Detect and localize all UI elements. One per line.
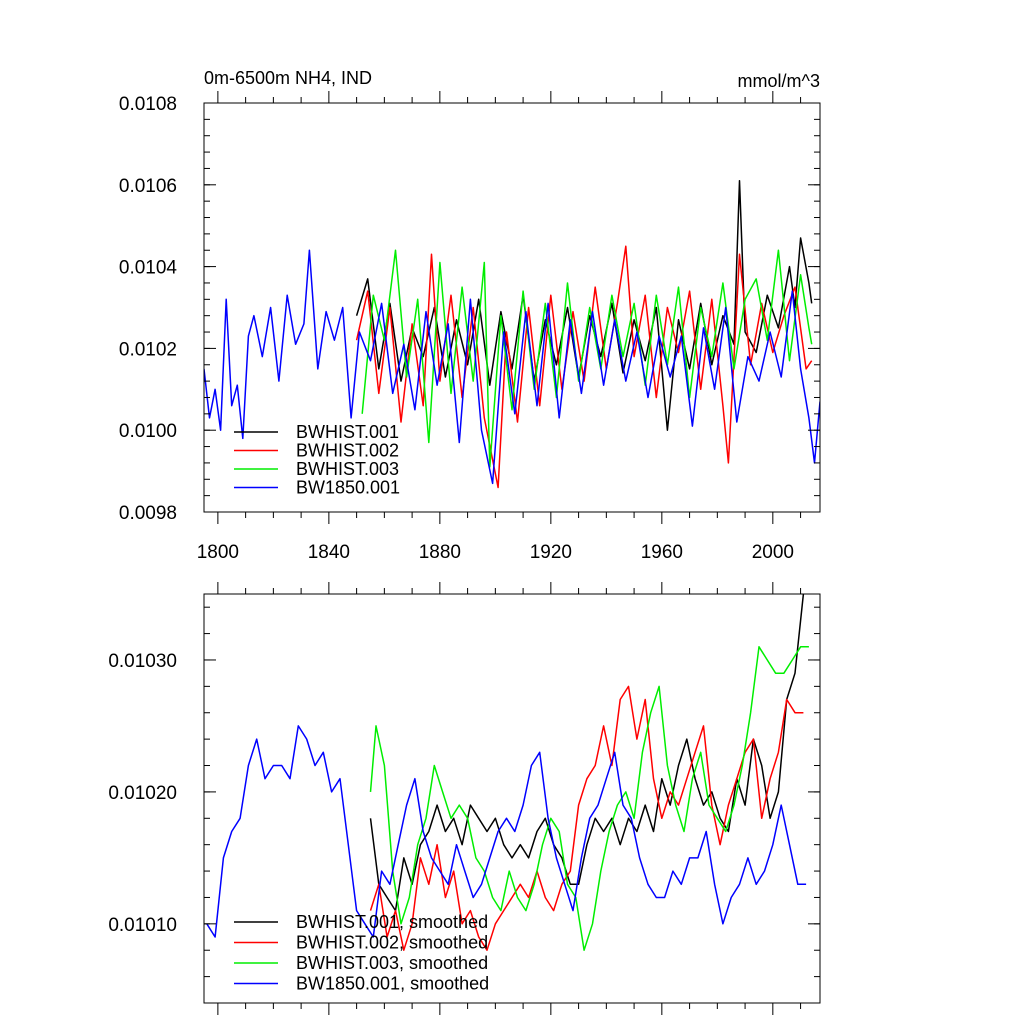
panel-bottom-series-layer: [206, 594, 809, 951]
x-tick-label: 1920: [530, 542, 572, 563]
y-tick-label: 0.01010: [108, 915, 177, 936]
y-tick-label: 0.0108: [119, 94, 177, 115]
panel-top: 0m-6500m NH4, IND mmol/m^3 0.00980.01000…: [119, 68, 821, 563]
panel-bottom-axes-layer: 0.01010 0.01020 0.01030: [108, 582, 821, 1015]
x-tick-label: 1960: [641, 542, 683, 563]
y-tick-label: 0.01020: [108, 783, 177, 804]
panel-top-units: mmol/m^3: [738, 71, 820, 91]
series-line-bwhist-003-smoothed: [369, 646, 809, 951]
x-tick-label: 1840: [308, 542, 350, 563]
series-line-bwhist-002-smoothed: [369, 685, 804, 951]
legend-label-bwhist-002-smoothed: BWHIST.002, smoothed: [296, 933, 488, 953]
panel-top-series-layer: [204, 179, 820, 489]
x-tick-label: 1800: [197, 542, 239, 563]
legend-label-bw1850-001-smoothed: BW1850.001, smoothed: [296, 974, 489, 994]
series-line-bw1850-001: [204, 249, 820, 485]
legend-label-bwhist-001-smoothed: BWHIST.001, smoothed: [296, 912, 488, 932]
plot-frame: [203, 593, 821, 1004]
panel-top-axes-layer: 0.0098 0.0100 0.0102 0.0104 0.0106 0.0108 1800…: [119, 91, 821, 563]
series-line-bwhist-003: [361, 249, 813, 468]
series-line-bw1850-001-smoothed: [206, 725, 807, 938]
panel-top-title: 0m-6500m NH4, IND: [204, 68, 372, 88]
y-tick-label: 0.0098: [119, 503, 177, 524]
legend-label-bw1850-001: BW1850.001: [296, 478, 400, 498]
panel-bottom-series-group: [206, 594, 809, 951]
legend-label-bwhist-003-smoothed: BWHIST.003, smoothed: [296, 953, 488, 973]
y-tick-label: 0.0100: [119, 421, 177, 442]
plot-frame: [203, 102, 821, 513]
x-tick-label: 2000: [752, 542, 794, 563]
legend-label-bwhist-001: BWHIST.001: [296, 422, 399, 442]
y-tick-label: 0.0104: [119, 258, 178, 279]
y-tick-label: 0.0102: [119, 339, 177, 360]
y-tick-label: 0.0106: [119, 176, 177, 197]
legend-label-bwhist-002: BWHIST.002: [296, 441, 399, 461]
y-tick-label: 0.01030: [108, 651, 177, 672]
series-line-bwhist-001: [355, 179, 813, 431]
panel-bottom: 0.01010 0.01020 0.01030 BWHIST.001, smooth…: [108, 582, 821, 1015]
legend-label-bwhist-003: BWHIST.003: [296, 459, 399, 479]
x-tick-label: 1880: [419, 542, 461, 563]
panel-top-series-group: [204, 179, 820, 489]
